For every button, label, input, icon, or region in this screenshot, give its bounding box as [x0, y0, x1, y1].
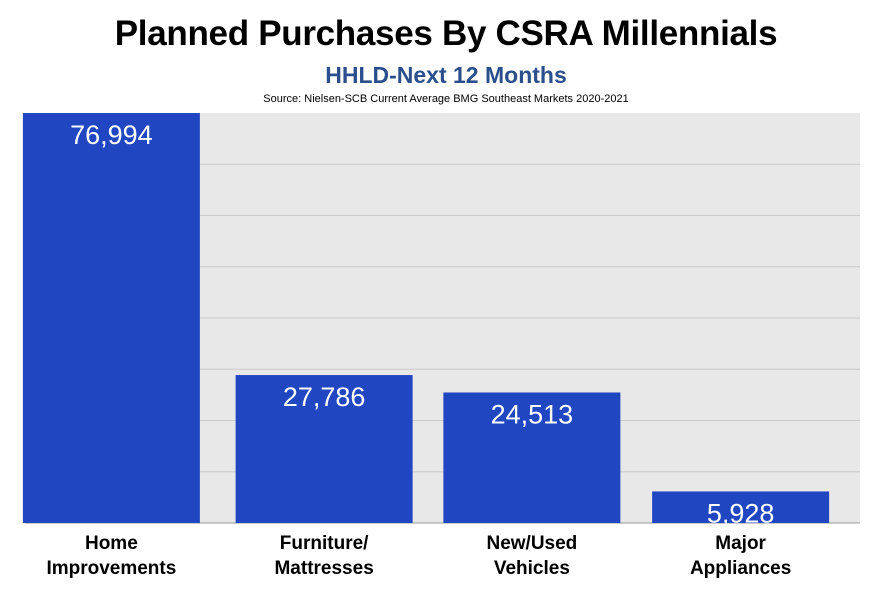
bar [22, 113, 200, 523]
x-tick-label: Home Improvements [46, 533, 176, 579]
chart-source: Source: Nielsen-SCB Current Average BMG … [263, 93, 629, 105]
bar [652, 491, 830, 523]
data-label: 27,786 [283, 382, 366, 412]
x-tick-label: Furniture/Mattresses [274, 533, 373, 579]
x-tick-label: Major Appliances [690, 533, 791, 579]
data-label: 76,994 [70, 120, 153, 150]
data-label: 5,928 [707, 498, 775, 528]
chart-subtitle: HHLD-Next 12 Months [325, 62, 567, 88]
bar [443, 392, 621, 523]
chart-title: Planned Purchases By CSRA Millennials [114, 14, 778, 53]
bar [235, 375, 413, 523]
x-tick-label: New/Used Vehicles [486, 533, 577, 579]
data-label: 24,513 [491, 399, 574, 429]
